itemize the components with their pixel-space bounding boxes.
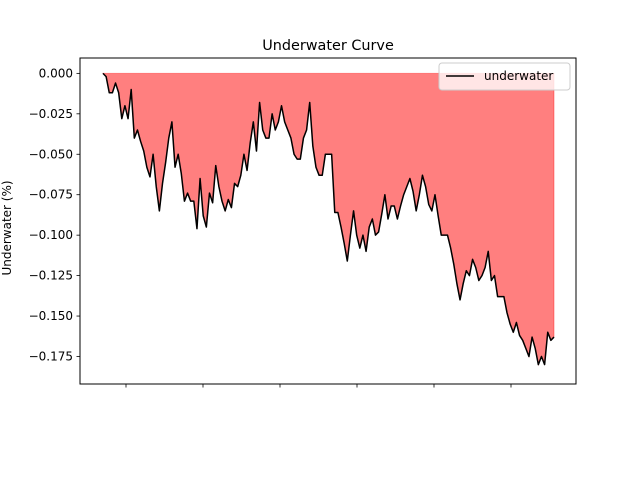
underwater-series-line (102, 72, 555, 366)
y-tick-label: −0.100 (29, 228, 73, 242)
plot-frame (79, 57, 577, 385)
chart-title: Underwater Curve (262, 38, 394, 54)
y-tick-label: 0.000 (39, 66, 73, 80)
y-tick-label: −0.150 (29, 309, 73, 323)
legend-box (438, 62, 571, 91)
plot-area (101, 72, 555, 367)
y-axis-label: Underwater (%) (0, 180, 14, 275)
y-tick-label: −0.175 (29, 349, 73, 363)
legend: underwater (438, 62, 571, 91)
y-tick-label: −0.075 (29, 188, 73, 202)
y-tick-label: −0.125 (29, 269, 73, 283)
y-tick-label: −0.025 (29, 107, 73, 121)
y-axis: 0.000 −0.025 −0.050 −0.075 −0.100 −0.125 −0.15… (29, 66, 80, 363)
y-tick-label: −0.050 (29, 147, 73, 161)
legend-label-underwater: underwater (484, 69, 553, 83)
x-axis (125, 384, 512, 388)
